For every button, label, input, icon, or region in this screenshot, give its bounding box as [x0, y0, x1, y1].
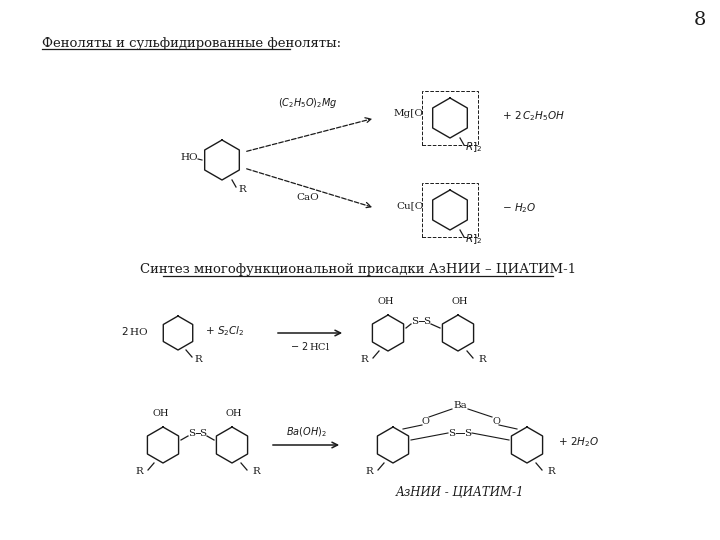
Bar — [422, 183, 478, 237]
Text: $R]_2$: $R]_2$ — [465, 232, 482, 246]
Text: HO: HO — [181, 152, 198, 161]
Text: Cu[O: Cu[O — [397, 201, 424, 211]
Text: Ba: Ba — [453, 401, 467, 409]
Text: R: R — [252, 468, 260, 476]
Text: $(C_2H_5O)_2Mg$: $(C_2H_5O)_2Mg$ — [278, 96, 338, 110]
Text: 8: 8 — [694, 11, 706, 29]
Text: $-\ 2\,$HCl: $-\ 2\,$HCl — [290, 340, 330, 352]
Text: $Ba(OH)_2$: $Ba(OH)_2$ — [286, 425, 326, 439]
Text: S: S — [464, 429, 472, 437]
Text: $R]_2$: $R]_2$ — [465, 140, 482, 154]
Text: OH: OH — [153, 409, 169, 418]
Text: S: S — [423, 316, 431, 326]
Text: S: S — [199, 429, 207, 437]
Text: S: S — [411, 316, 418, 326]
Text: O: O — [492, 416, 500, 426]
Text: $+\ 2\,C_2H_5OH$: $+\ 2\,C_2H_5OH$ — [502, 109, 565, 123]
Text: S: S — [449, 429, 456, 437]
Text: R: R — [547, 468, 554, 476]
Text: Синтез многофункциональной присадки АзНИИ – ЦИАТИМ-1: Синтез многофункциональной присадки АзНИ… — [140, 264, 576, 276]
Text: R: R — [478, 355, 486, 364]
Text: OH: OH — [378, 297, 395, 306]
Text: R: R — [194, 354, 202, 363]
Text: $2\,$HO: $2\,$HO — [121, 325, 148, 337]
Text: $+\ S_2Cl_2$: $+\ S_2Cl_2$ — [205, 324, 245, 338]
Text: $+\ 2H_2O$: $+\ 2H_2O$ — [558, 435, 599, 449]
Text: O: O — [421, 416, 429, 426]
Bar — [422, 91, 478, 145]
Text: OH: OH — [226, 409, 242, 418]
Text: $-\ H_2O$: $-\ H_2O$ — [502, 201, 536, 215]
Text: S: S — [189, 429, 196, 437]
Text: АзНИИ - ЦИАТИМ-1: АзНИИ - ЦИАТИМ-1 — [396, 487, 524, 500]
Text: R: R — [238, 186, 246, 194]
Text: CaO: CaO — [297, 193, 320, 202]
Text: R: R — [135, 468, 143, 476]
Text: OH: OH — [451, 297, 468, 306]
Text: R: R — [360, 355, 368, 364]
Text: Феноляты и сульфидированные феноляты:: Феноляты и сульфидированные феноляты: — [42, 37, 341, 51]
Text: R: R — [365, 468, 373, 476]
Text: Mg[O: Mg[O — [394, 110, 424, 118]
